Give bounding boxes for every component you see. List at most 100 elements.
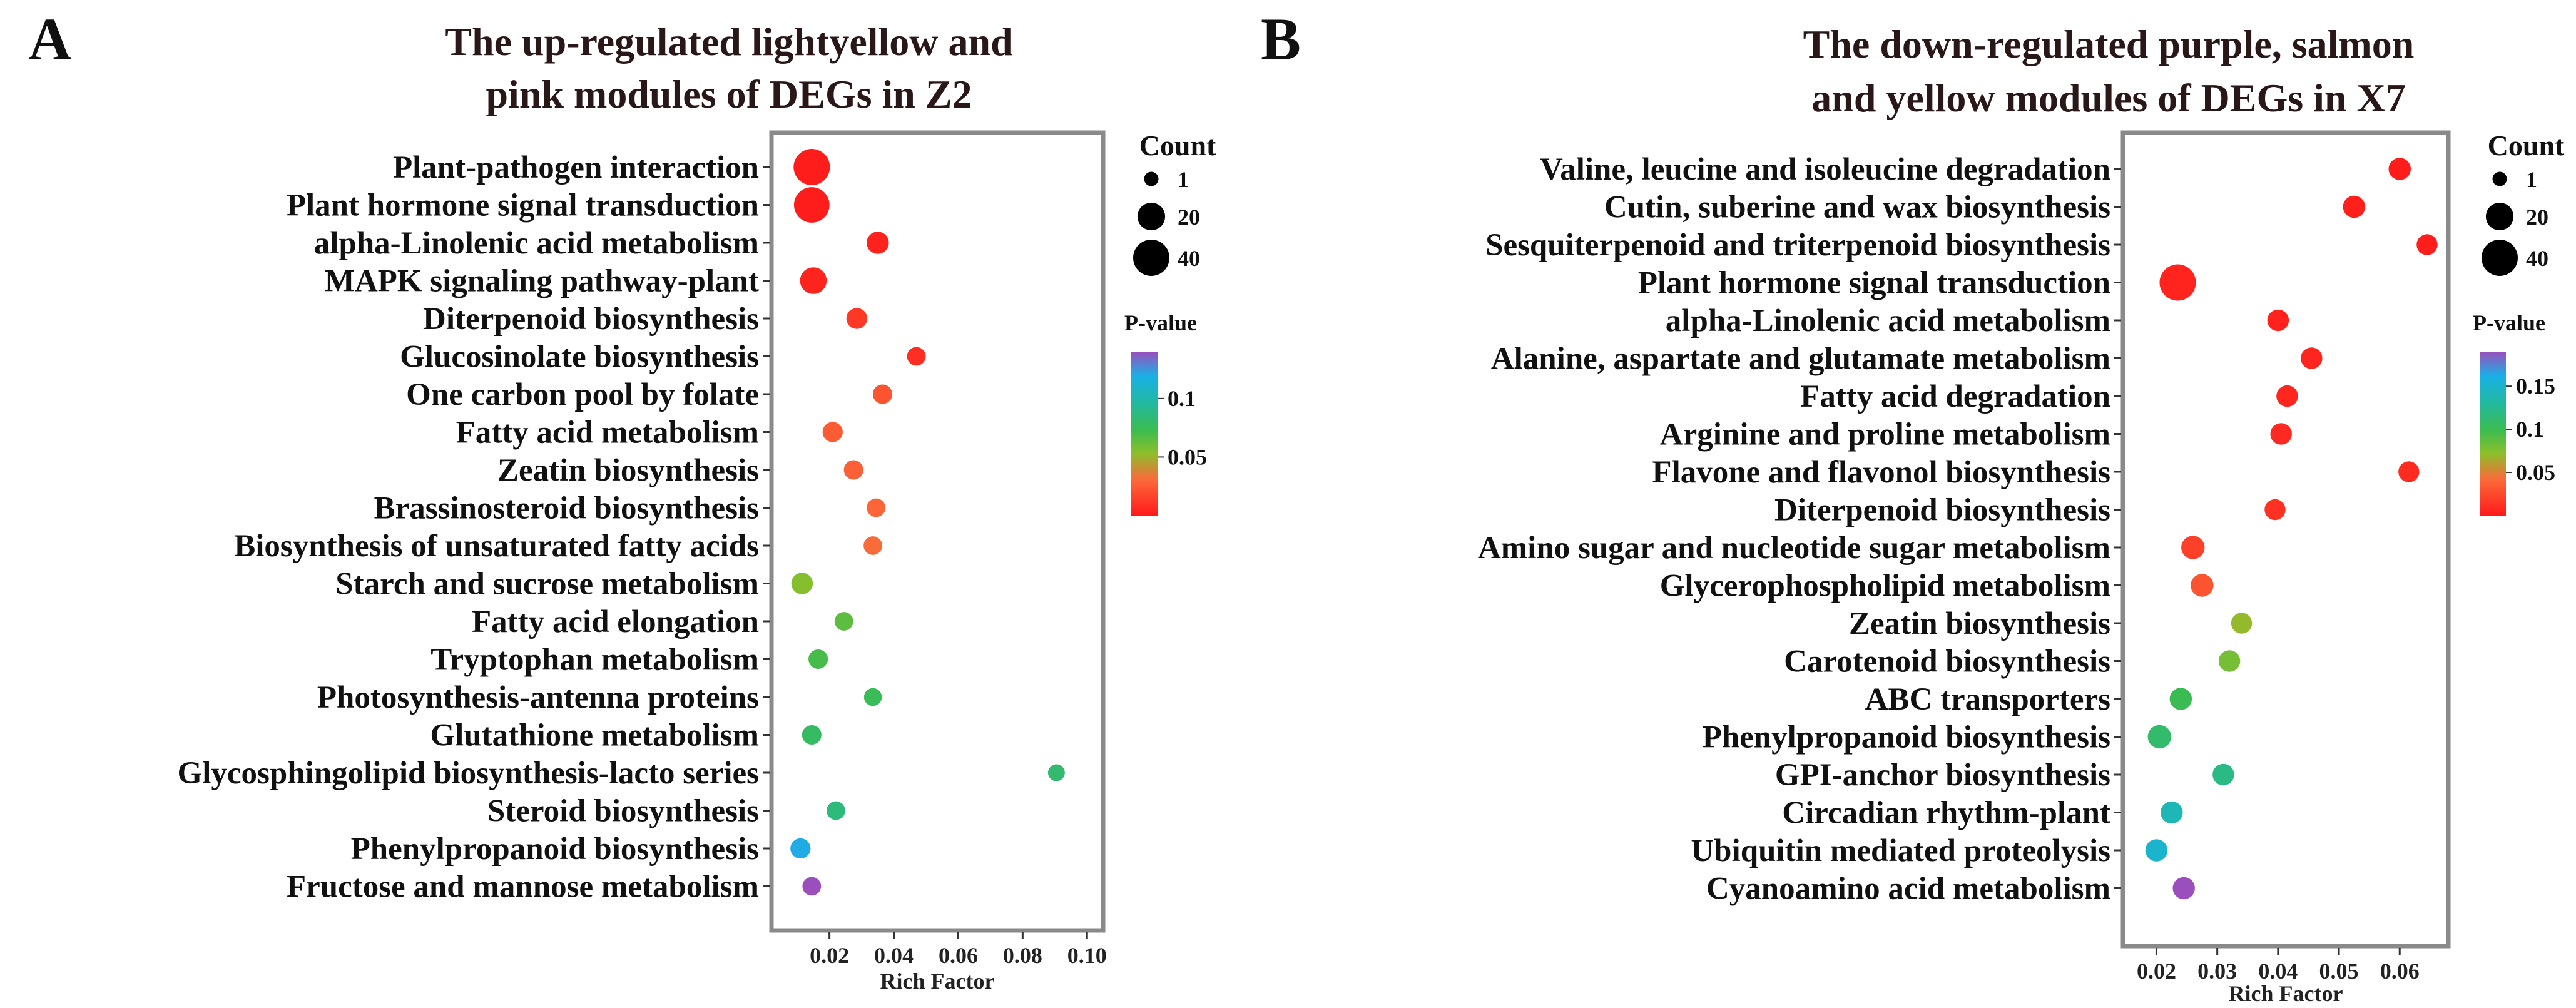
y-tick-label: Brassinosteroid biosynthesis [374, 491, 759, 526]
y-tick-label: Arginine and proline metabolism [1660, 417, 2110, 452]
color-legend-label: 0.1 [1168, 386, 1196, 411]
data-bubble [2343, 195, 2366, 218]
data-bubble [2388, 158, 2411, 180]
color-legend-bar [2480, 352, 2506, 516]
color-legend-label: 0.15 [2516, 374, 2555, 399]
color-legend-label: 0.05 [2516, 460, 2555, 485]
y-tick-label: Ubiquitin mediated proteolysis [1691, 833, 2110, 868]
y-tick-label: Cyanoamino acid metabolism [1706, 872, 2110, 907]
size-legend-bubble [2485, 202, 2514, 231]
y-tick-label: Plant hormone signal transduction [287, 188, 759, 223]
chart-title-line: and yellow modules of DEGs in X7 [1811, 76, 2405, 120]
data-bubble [863, 688, 882, 706]
x-tick-label: 0.04 [874, 943, 914, 968]
size-legend-title: Count [2488, 130, 2565, 161]
y-tick-label: Fatty acid degradation [1800, 379, 2110, 414]
data-bubble [2172, 877, 2195, 900]
chart-title-line: pink modules of DEGs in Z2 [486, 72, 972, 116]
y-tick-label: Flavone and flavonol biosynthesis [1652, 455, 2110, 490]
data-bubble [790, 838, 811, 859]
data-bubble [863, 536, 883, 555]
x-axis-label: Rich Factor [2229, 981, 2343, 1006]
y-tick-label: alpha-Linolenic acid metabolism [314, 226, 759, 261]
size-legend-bubble [2492, 171, 2507, 186]
y-tick-label: Steroid biosynthesis [487, 794, 759, 829]
x-tick-label: 0.10 [1067, 943, 1107, 968]
data-bubble [872, 384, 893, 404]
y-tick-label: Valine, leucine and isoleucine degradati… [1540, 152, 2110, 187]
y-tick-label: Diterpenoid biosynthesis [423, 302, 759, 337]
panel-b: B The down-regulated purple, salmon and ye… [1261, 6, 2565, 1006]
y-tick-label: Plant-pathogen interaction [393, 150, 759, 185]
chart-title-line: The up-regulated lightyellow and [445, 19, 1012, 64]
data-bubble [2191, 574, 2214, 597]
y-tick-label: ABC transporters [1865, 682, 2110, 717]
data-bubble [2270, 423, 2292, 445]
data-bubble [808, 649, 828, 669]
data-bubble [826, 801, 845, 820]
y-tick-label: Cutin, suberine and wax biosynthesis [1604, 190, 2110, 225]
size-legend-bubble [1133, 240, 1169, 276]
y-tick-label: Tryptophan metabolism [430, 643, 759, 678]
x-tick-label: 0.03 [2197, 959, 2237, 984]
y-tick-label: Amino sugar and nucleotide sugar metabol… [1478, 531, 2110, 566]
data-bubble [2147, 725, 2172, 749]
data-bubble [846, 308, 868, 329]
color-legend-label: 0.1 [2516, 417, 2544, 442]
data-bubble [2169, 688, 2192, 710]
panel-letter: A [28, 6, 71, 73]
size-legend-title: Count [1139, 130, 1216, 161]
x-tick-label: 0.05 [2319, 959, 2359, 984]
size-legend-label: 20 [1178, 205, 1200, 230]
data-bubble [802, 877, 822, 896]
y-tick-label: Carotenoid biosynthesis [1784, 644, 2110, 680]
y-tick-label: Photosynthesis-antenna proteins [317, 680, 759, 715]
y-tick-label: Alanine, aspartate and glutamate metabol… [1491, 342, 2110, 377]
data-bubble [2218, 650, 2241, 672]
y-tick-label: Phenylpropanoid biosynthesis [1703, 720, 2110, 755]
panel-a: A The up-regulated lightyellow and pink mo… [28, 6, 1216, 994]
y-tick-label: One carbon pool by folate [406, 377, 759, 412]
y-tick-label: Glucosinolate biosynthesis [400, 340, 759, 375]
y-tick-label: Biosynthesis of unsaturated fatty acids [234, 529, 759, 564]
y-tick-label: Plant hormone signal transduction [1638, 266, 2110, 301]
y-tick-label: Fatty acid elongation [472, 604, 759, 639]
color-legend-bar [1131, 352, 1158, 516]
y-tick-label: Phenylpropanoid biosynthesis [351, 832, 759, 867]
size-legend-label: 20 [2526, 205, 2548, 230]
data-bubble [2264, 499, 2286, 521]
data-bubble [2398, 461, 2420, 482]
color-legend-title: P-value [2473, 310, 2545, 335]
size-legend-label: 1 [1178, 167, 1189, 192]
data-bubble [800, 267, 827, 294]
x-tick-label: 0.08 [1003, 943, 1042, 968]
size-legend-label: 40 [1178, 246, 1200, 271]
data-bubble [822, 422, 843, 442]
data-bubble [2212, 763, 2234, 786]
y-tick-label: Sesquiterpenoid and triterpenoid biosynt… [1485, 228, 2110, 263]
size-legend-bubble [1137, 202, 1166, 231]
y-tick-label: MAPK signaling pathway-plant [325, 264, 759, 299]
color-legend-title: P-value [1124, 310, 1197, 335]
data-bubble [802, 725, 822, 745]
data-bubble [2231, 613, 2253, 634]
x-axis-label: Rich Factor [880, 969, 995, 994]
y-tick-label: Fructose and mannose metabolism [287, 870, 759, 905]
data-bubble [793, 187, 830, 223]
plot-frame [769, 130, 1106, 933]
data-bubble [2145, 839, 2168, 862]
size-legend-bubble [2482, 240, 2518, 276]
data-bubble [2181, 536, 2205, 559]
y-tick-label: alpha-Linolenic acid metabolism [1666, 303, 2110, 339]
data-bubble [843, 460, 863, 480]
size-legend-label: 40 [2526, 246, 2548, 271]
data-bubble [791, 573, 813, 594]
y-tick-label: Diterpenoid biosynthesis [1774, 493, 2110, 528]
data-bubble [867, 498, 886, 517]
y-tick-label: Fatty acid metabolism [456, 415, 759, 451]
x-tick-label: 0.06 [939, 943, 978, 968]
panel-letter: B [1261, 6, 1301, 73]
y-tick-label: Glycosphingolipid biosynthesis-lacto ser… [178, 756, 759, 791]
data-bubble [2159, 264, 2196, 301]
